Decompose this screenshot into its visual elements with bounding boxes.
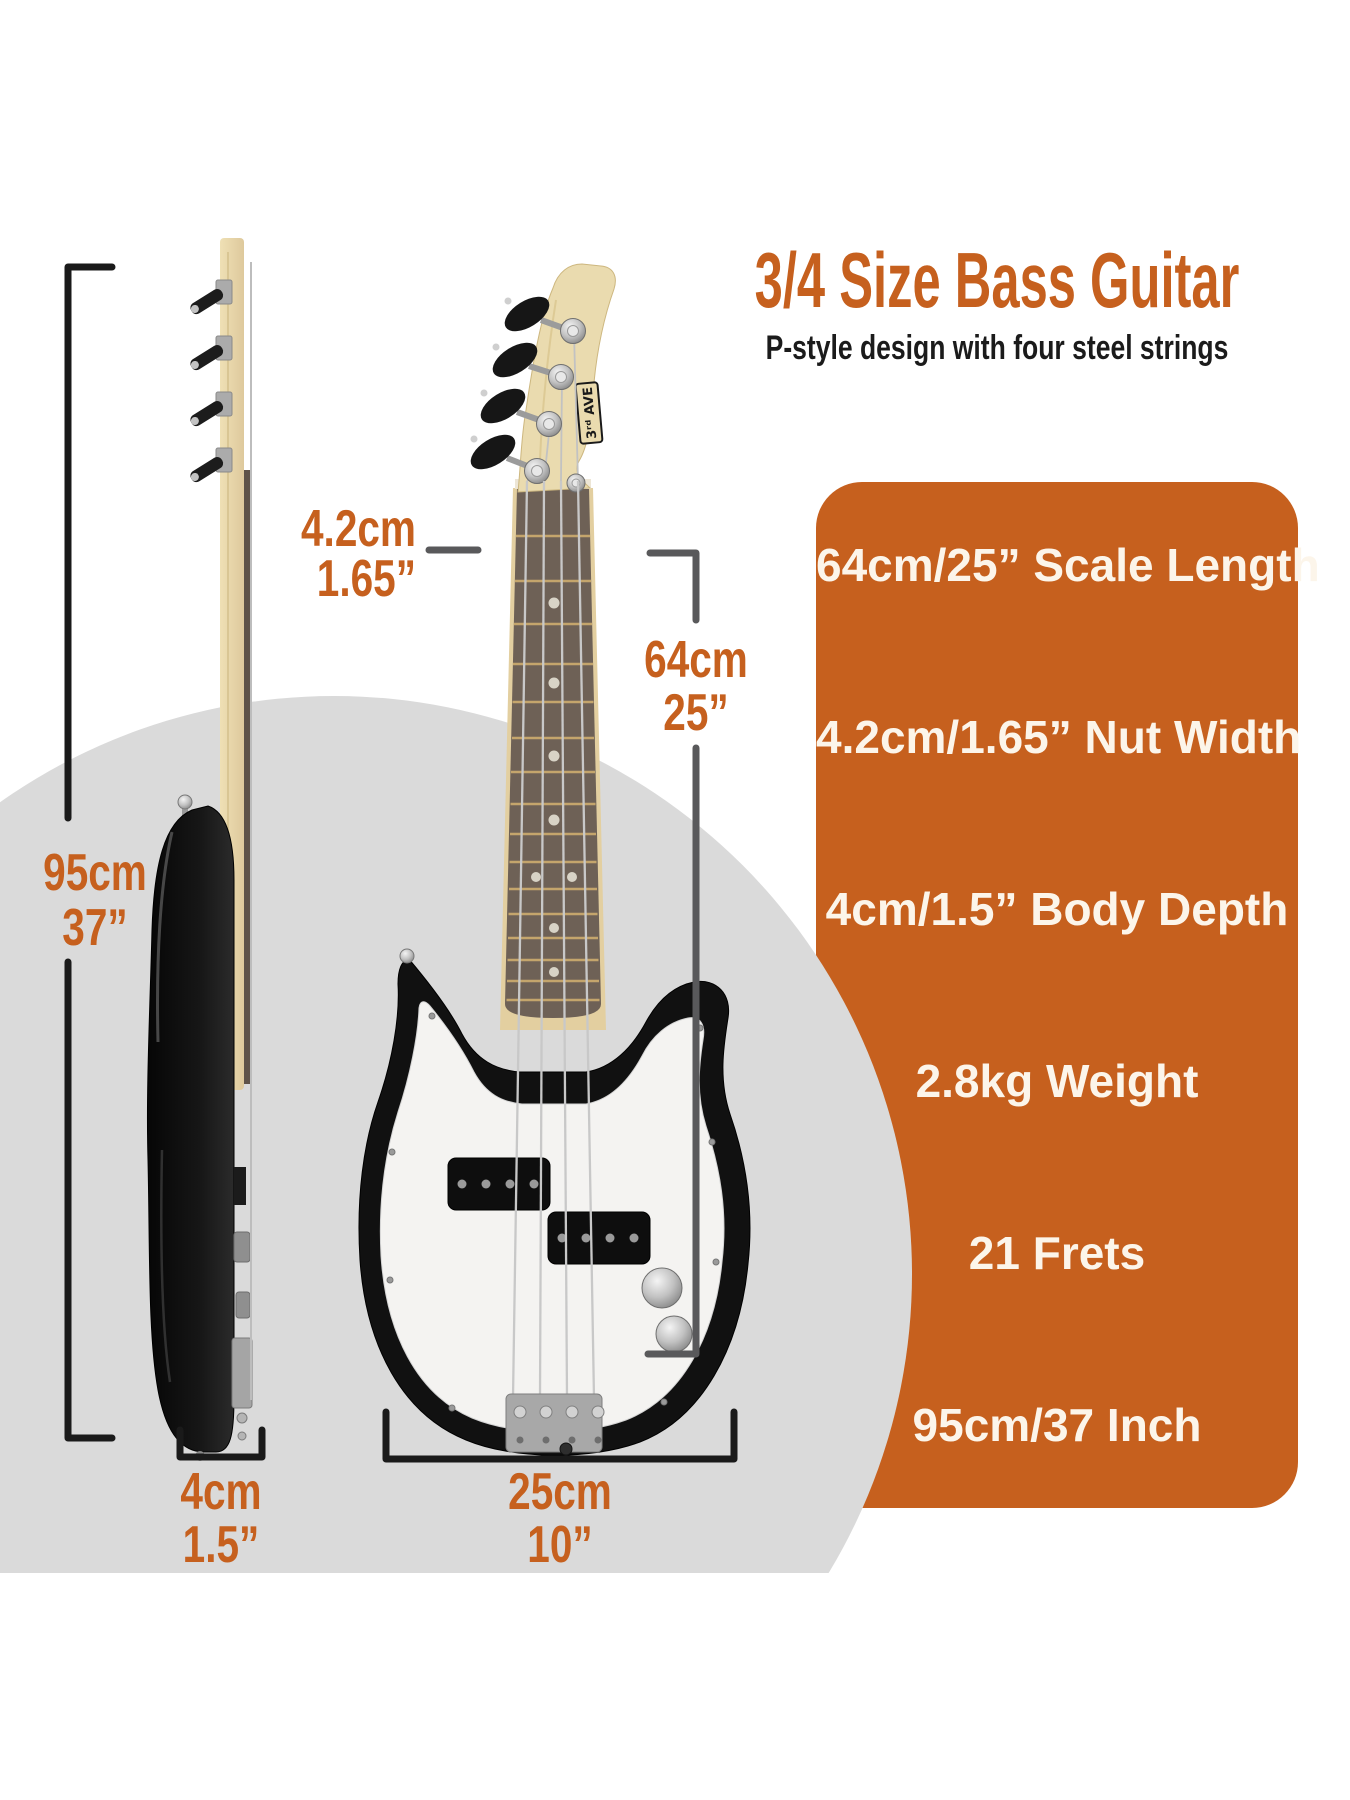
front-view-guitar: 3ʳᵈ AVE: [358, 263, 751, 1456]
depth-inch: 1.5”: [182, 1516, 260, 1574]
front-strap-button-bottom: [559, 1442, 573, 1456]
spec-nut-width: 4.2cm/1.65” Nut Width: [816, 711, 1302, 763]
side-strap-button: [177, 794, 193, 810]
scale-dimension-label: 64cm 25”: [616, 634, 776, 740]
brand-logo-text: 3ʳᵈ AVE: [581, 386, 600, 439]
side-strap-button-stem: [182, 804, 188, 816]
split-pickup: [447, 1157, 651, 1265]
bridge: [505, 1393, 605, 1453]
page-subtitle: P-style design with four steel strings: [765, 329, 1229, 367]
side-bridge-screw-2: [237, 1431, 247, 1441]
spec-scale-length: 64cm/25” Scale Length: [816, 539, 1320, 591]
side-tuners: [190, 279, 233, 483]
depth-bracket: [176, 1426, 266, 1461]
body-width-inch: 10”: [527, 1516, 593, 1574]
side-fretboard-edge: [244, 470, 251, 1084]
height-bracket: [64, 263, 116, 1442]
side-view-guitar: [146, 238, 253, 1461]
fret-lines: [506, 534, 600, 1002]
nut-width-dimension-label: 4.2cm 1.65”: [236, 500, 416, 608]
spec-weight: 2.8kg Weight: [915, 1055, 1199, 1107]
fretboard-inlay-dots: [531, 597, 577, 977]
spec-frets: 21 Frets: [968, 1227, 1146, 1279]
backdrop-bottom-edge: [0, 1573, 1350, 1800]
dimension-lines: [64, 263, 738, 1463]
depth-cm: 4cm: [180, 1463, 262, 1521]
side-body-highlight-2: [160, 1149, 172, 1383]
side-bridge-screw-1: [236, 1412, 248, 1424]
width-bracket: [382, 1408, 738, 1463]
strings: [511, 480, 596, 1399]
body-width-cm: 25cm: [508, 1463, 612, 1521]
side-body-highlight: [156, 831, 174, 1043]
scale-bracket: [644, 549, 700, 1358]
depth-dimension-label: 4cm 1.5”: [141, 1466, 301, 1572]
scale-inch: 25”: [663, 684, 729, 742]
headstock-grain: [539, 299, 557, 461]
tone-knob: [655, 1315, 693, 1353]
page-title: 3/4 Size Bass Guitar: [754, 236, 1240, 324]
brand-logo: 3ʳᵈ AVE: [574, 381, 604, 445]
front-strap-button-top: [399, 948, 415, 964]
volume-knob: [641, 1267, 683, 1309]
side-knob-2: [235, 1291, 251, 1319]
body-width-dimension-label: 25cm 10”: [480, 1466, 640, 1572]
height-cm: 95cm: [43, 844, 147, 902]
scale-cm: 64cm: [644, 631, 748, 689]
side-bridge: [231, 1337, 253, 1409]
side-knob-1: [233, 1231, 251, 1263]
header: 3/4 Size Bass Guitar P-style design with…: [617, 240, 1350, 366]
spec-total-length: 95cm/37 Inch: [912, 1399, 1202, 1451]
nut-cm: 4.2cm: [300, 500, 416, 558]
spec-body-depth: 4cm/1.5” Body Depth: [825, 883, 1289, 935]
height-inch: 37”: [62, 899, 128, 957]
side-pickup-edge: [234, 1167, 246, 1205]
height-dimension-label: 95cm 37”: [15, 846, 175, 956]
nut-inch: 1.65”: [316, 550, 416, 608]
tuner-posts: [524, 318, 586, 493]
